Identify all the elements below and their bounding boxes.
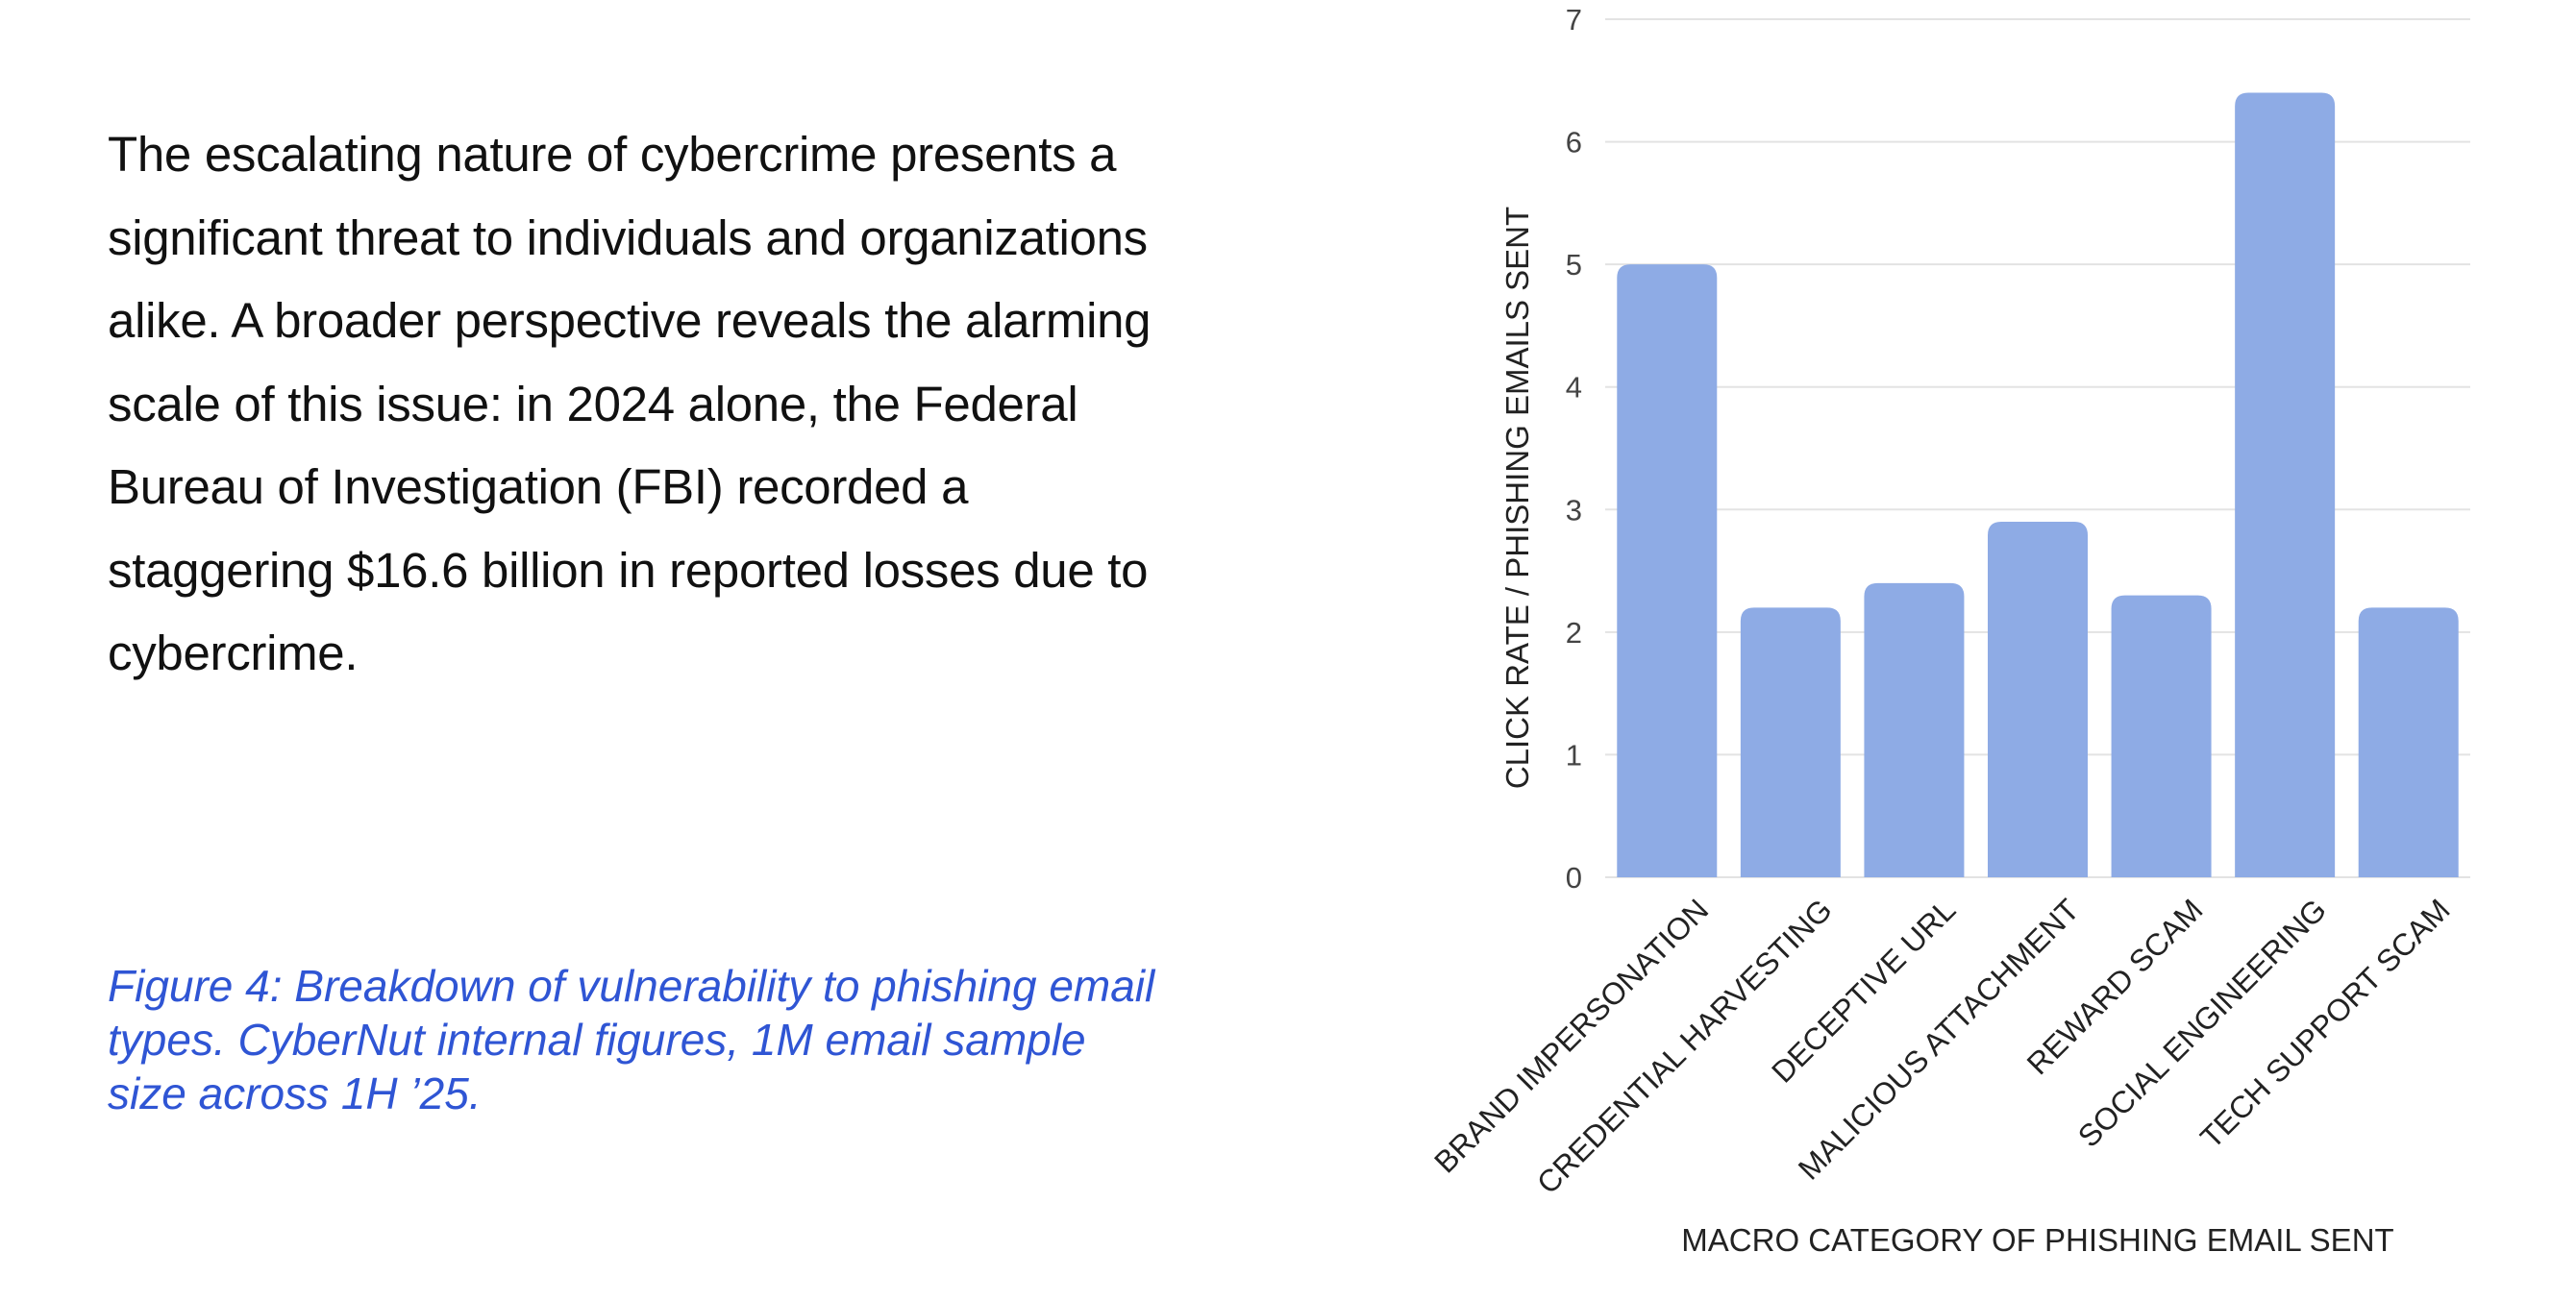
y-tick-labels: 0 1 2 3 4 5 6 7 [1566,3,1582,895]
bar [1864,582,1965,877]
bars [1617,92,2459,878]
x-tick-label: SOCIAL ENGINEERING [2071,892,2333,1153]
bar [1740,607,1841,877]
y-tick-label: 7 [1566,3,1582,37]
y-tick-label: 2 [1566,616,1582,650]
y-axis-title: CLICK RATE / PHISHING EMAILS SENT [1499,207,1535,789]
bar [2235,92,2336,878]
bar [1617,264,1718,878]
article-paragraph: The escalating nature of cybercrime pres… [108,127,1152,680]
bar [2111,595,2212,877]
y-tick-label: 3 [1566,493,1582,527]
y-tick-label: 4 [1566,371,1582,405]
bar [2358,607,2459,877]
y-tick-label: 5 [1566,248,1582,282]
y-tick-label: 0 [1566,861,1582,895]
y-tick-label: 1 [1566,738,1582,772]
bar [1988,522,2088,877]
caption-text: Breakdown of vulnerability to phishing e… [108,961,1155,1118]
caption-label: Figure 4: [108,961,283,1011]
x-axis-title: MACRO CATEGORY OF PHISHING EMAIL SENT [1681,1222,2393,1258]
figure-caption: Figure 4: Breakdown of vulnerability to … [108,959,1165,1120]
x-tick-label: TECH SUPPORT SCAM [2193,892,2457,1155]
y-tick-label: 6 [1566,126,1582,160]
article-column: The escalating nature of cybercrime pres… [108,113,1203,696]
